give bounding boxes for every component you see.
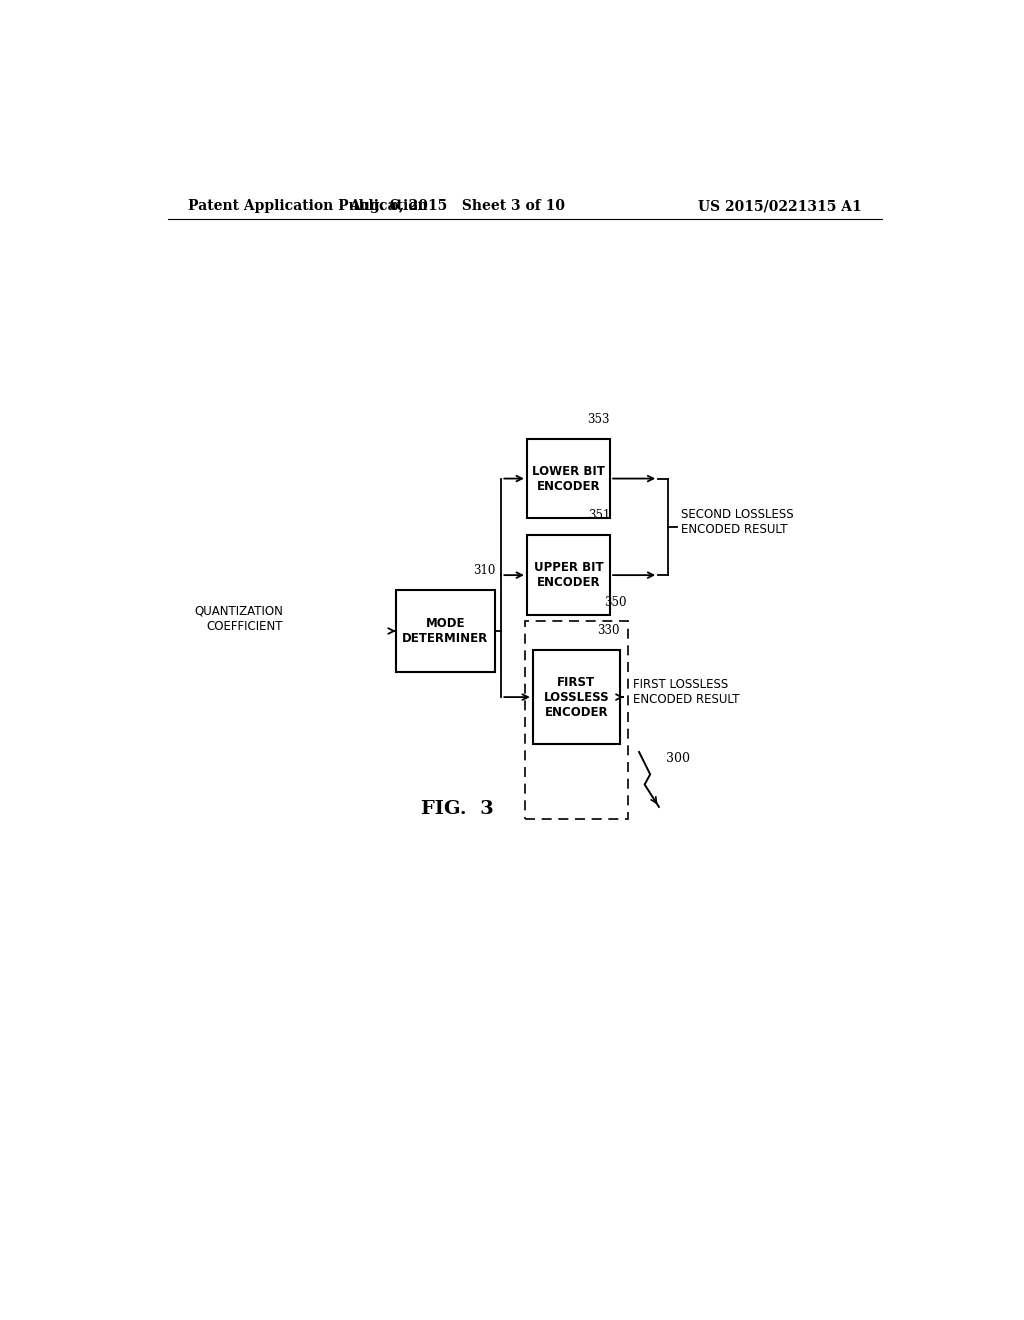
Text: 353: 353	[588, 413, 610, 426]
Text: US 2015/0221315 A1: US 2015/0221315 A1	[698, 199, 862, 213]
Text: Patent Application Publication: Patent Application Publication	[187, 199, 427, 213]
Text: 351: 351	[588, 510, 610, 523]
FancyBboxPatch shape	[526, 440, 610, 519]
Text: MODE
DETERMINER: MODE DETERMINER	[402, 616, 488, 645]
Text: FIRST LOSSLESS
ENCODED RESULT: FIRST LOSSLESS ENCODED RESULT	[633, 678, 739, 706]
Text: LOWER BIT
ENCODER: LOWER BIT ENCODER	[532, 465, 605, 492]
Text: FIRST
LOSSLESS
ENCODER: FIRST LOSSLESS ENCODER	[544, 676, 609, 718]
Text: Aug. 6, 2015   Sheet 3 of 10: Aug. 6, 2015 Sheet 3 of 10	[349, 199, 565, 213]
Text: FIG.  3: FIG. 3	[421, 800, 494, 818]
Text: 350: 350	[604, 595, 627, 609]
Text: QUANTIZATION
COEFFICIENT: QUANTIZATION COEFFICIENT	[194, 605, 283, 632]
Text: 300: 300	[666, 751, 690, 764]
Text: 310: 310	[473, 564, 495, 577]
Text: UPPER BIT
ENCODER: UPPER BIT ENCODER	[534, 561, 603, 589]
FancyBboxPatch shape	[396, 590, 495, 672]
Text: SECOND LOSSLESS
ENCODED RESULT: SECOND LOSSLESS ENCODED RESULT	[681, 508, 794, 536]
FancyBboxPatch shape	[532, 651, 620, 744]
FancyBboxPatch shape	[526, 536, 610, 615]
Text: 330: 330	[598, 624, 620, 638]
